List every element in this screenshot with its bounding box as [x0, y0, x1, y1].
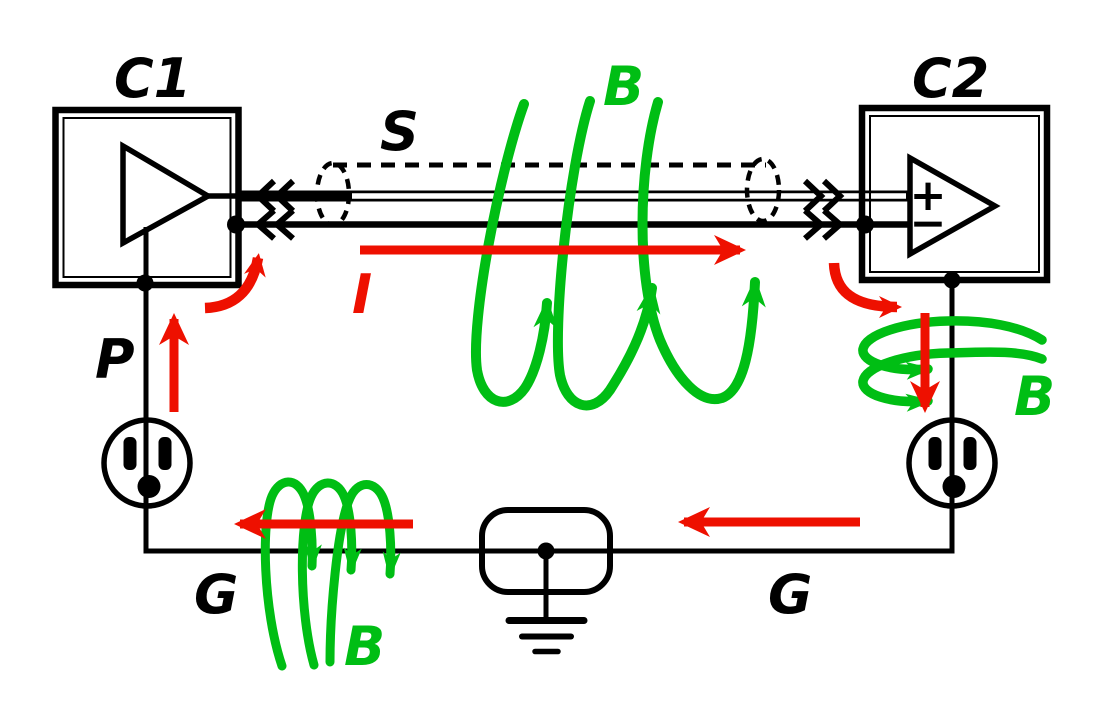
junction-dot: [136, 274, 154, 292]
connector-chevron: [272, 178, 296, 214]
outlet-face: [101, 417, 193, 509]
magnetic-field-loops-cable: [470, 96, 766, 411]
c2-minus-input: −: [910, 198, 947, 249]
junction-dot: [856, 215, 874, 234]
label-ground-left: G: [194, 563, 238, 626]
connector-chevron: [803, 208, 826, 241]
junction-dot: [537, 542, 555, 560]
field-loop: [637, 97, 766, 405]
connector-chevrons-c2: [802, 178, 845, 241]
label-current: I: [352, 263, 372, 326]
current-arrows: [159, 235, 940, 539]
outlet-slot: [963, 437, 977, 470]
current-arrow-curved-c1: [204, 253, 266, 314]
shield-opening-right: [744, 156, 782, 224]
outlet-face: [906, 417, 998, 509]
field-loop: [552, 96, 661, 411]
component-c1: [52, 106, 242, 289]
outlet-slot: [158, 437, 172, 470]
label-shield: S: [380, 100, 419, 163]
field-loop: [470, 99, 558, 407]
ground-junction: [479, 507, 613, 655]
power-outlet-right-icon: [906, 417, 998, 509]
label-field-right: B: [1014, 365, 1055, 428]
connector-chevron: [253, 208, 276, 241]
connector-chevron: [822, 208, 845, 241]
magnetic-field-loops-right-wire: [858, 316, 1047, 412]
shield-opening-left: [314, 160, 352, 228]
label-power: P: [95, 328, 135, 391]
c1-amplifier-triangle: [120, 141, 214, 248]
connector-chevrons-c1: [253, 178, 296, 241]
label-component1: C1: [114, 47, 191, 110]
junction-dot: [943, 271, 961, 289]
earth-ground-icon: [505, 617, 588, 655]
outlet-ground-hole: [942, 475, 966, 498]
outlet-ground-hole: [137, 475, 161, 498]
label-field-top: B: [603, 55, 644, 118]
power-outlet-left-icon: [101, 417, 193, 509]
label-ground-right: G: [768, 563, 812, 626]
connector-chevron: [802, 178, 826, 214]
junction-dot: [227, 215, 245, 234]
connector-chevron: [253, 178, 277, 214]
connector-chevron: [821, 178, 845, 214]
c2-plus-input: +: [910, 170, 947, 221]
current-arrow-curved-c2: [828, 262, 902, 318]
field-loop: [858, 347, 1047, 412]
connector-chevron: [272, 208, 295, 241]
label-field-bottom-left: B: [344, 615, 385, 678]
outlet-slot: [123, 437, 137, 470]
component-c2: + −: [858, 104, 1051, 284]
outlet-slot: [928, 437, 942, 470]
c2-amplifier-triangle: [907, 153, 1001, 259]
diagram-labels: C1 C2 S P G G I B B B: [95, 47, 1055, 678]
junction-dots: [136, 215, 961, 560]
label-component2: C2: [912, 47, 989, 110]
